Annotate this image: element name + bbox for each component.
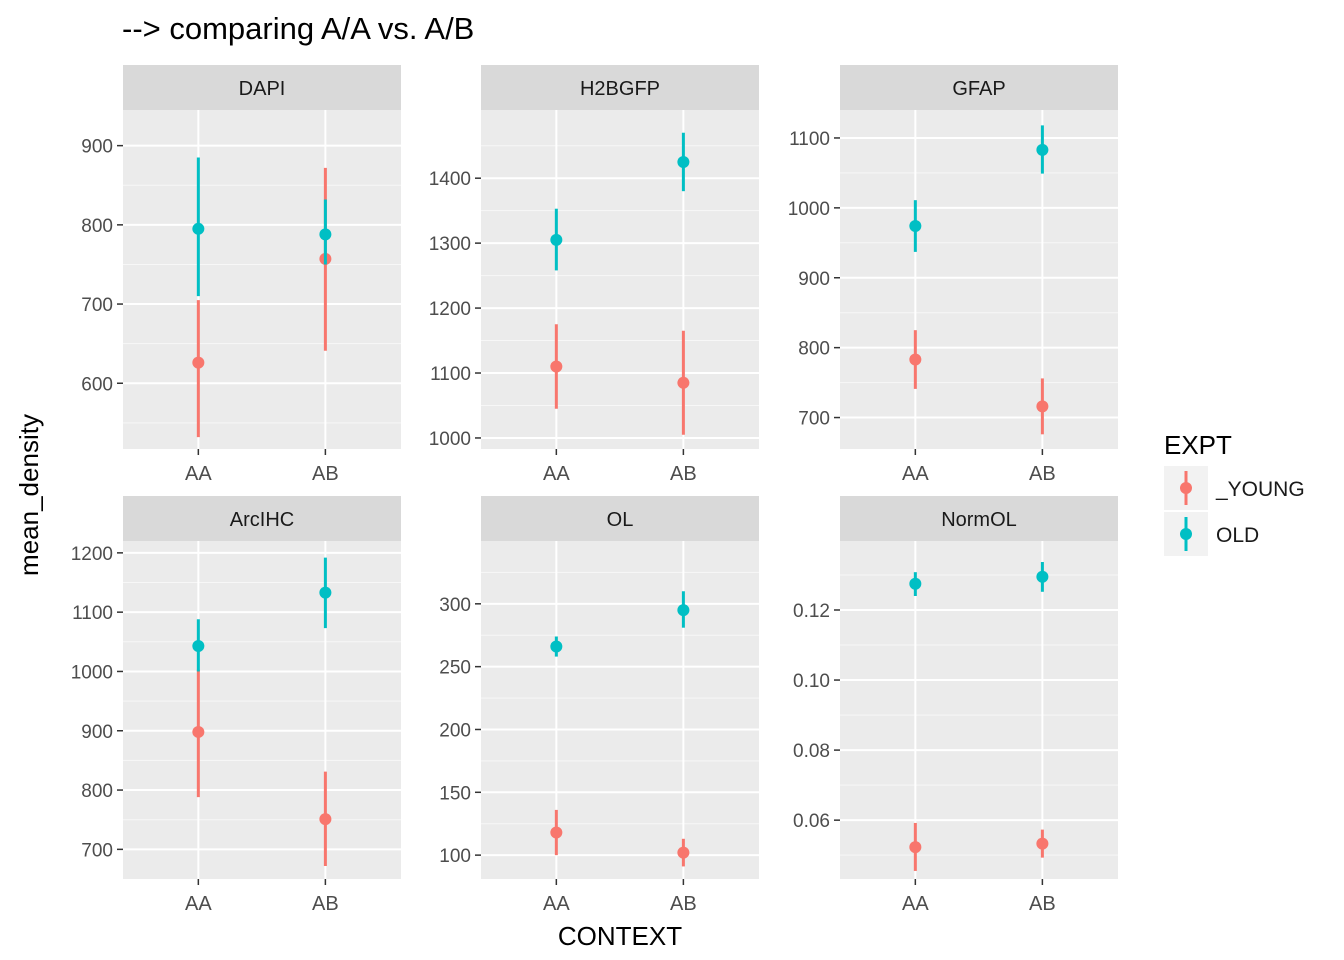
strip-label: GFAP	[952, 78, 1005, 100]
point-old	[192, 639, 205, 652]
point-young	[550, 360, 563, 373]
strip-label: OL	[607, 509, 634, 531]
point-old	[319, 228, 332, 241]
legend-label-old: OLD	[1216, 524, 1259, 547]
strip-gfap	[840, 65, 1118, 110]
x-tick-label: AA	[185, 463, 212, 485]
point-old	[909, 220, 922, 233]
x-axis-label: CONTEXT	[558, 921, 682, 951]
legend-title: EXPT	[1164, 430, 1232, 460]
x-tick-label: AA	[185, 893, 212, 915]
point-old	[1036, 570, 1049, 583]
x-tick-label: AA	[543, 893, 570, 915]
x-tick-label: AA	[902, 893, 929, 915]
point-young	[319, 813, 332, 826]
y-tick-label: 900	[81, 137, 113, 158]
chart-title: --> comparing A/A vs. A/B	[122, 11, 474, 46]
y-tick-label: 1400	[429, 169, 471, 190]
panel-h2bgfp: H2BGFP 1000 1100 1200 1300 1400 AA AB	[429, 65, 759, 485]
y-tick-label: 800	[798, 339, 830, 360]
x-tick-label: AB	[312, 893, 339, 915]
point-old	[677, 604, 690, 617]
strip-ol	[481, 496, 759, 541]
panel-background	[123, 541, 401, 879]
panel-background	[481, 541, 759, 879]
panel-background	[840, 541, 1118, 879]
y-tick-label: 250	[439, 658, 471, 679]
y-tick-label: 1100	[789, 129, 830, 150]
y-tick-label: 900	[798, 269, 830, 290]
strip-label: NormOL	[941, 509, 1017, 531]
point-old	[1036, 143, 1049, 156]
y-tick-label: 1100	[72, 603, 113, 624]
y-tick-label: 150	[439, 783, 471, 804]
y-tick-label: 100	[439, 846, 471, 867]
y-tick-label: 0.12	[793, 601, 830, 622]
point-young	[192, 725, 205, 738]
point-old	[550, 640, 563, 653]
strip-h2bgfp	[481, 65, 759, 110]
x-tick-label: AB	[1029, 463, 1056, 485]
strip-label: ArcIHC	[230, 509, 294, 531]
legend-label-young: _YOUNG	[1215, 478, 1305, 501]
y-tick-label: 1200	[71, 544, 113, 565]
point-old	[192, 222, 205, 235]
y-axis-label: mean_density	[14, 414, 44, 576]
y-tick-label: 700	[798, 409, 830, 430]
y-tick-label: 900	[81, 722, 113, 743]
y-tick-label: 700	[81, 295, 113, 316]
strip-normol	[840, 496, 1118, 541]
y-tick-label: 1000	[429, 429, 471, 450]
legend: EXPT _YOUNG OLD	[1164, 430, 1305, 556]
y-tick-label: 1000	[788, 199, 830, 220]
panel-background	[481, 110, 759, 449]
y-tick-label: 300	[439, 595, 471, 616]
strip-arcihc	[123, 496, 401, 541]
y-tick-label: 1000	[71, 662, 113, 683]
x-tick-label: AB	[670, 463, 697, 485]
x-tick-label: AA	[902, 463, 929, 485]
y-tick-label: 200	[439, 720, 471, 741]
point-young	[1036, 400, 1049, 413]
strip-label: H2BGFP	[580, 78, 660, 100]
y-tick-label: 1200	[429, 299, 471, 320]
panel-normol: NormOL 0.06 0.08 0.10 0.12 AA AB	[793, 496, 1118, 915]
x-tick-label: AA	[543, 463, 570, 485]
facet-panels: DAPI 600 700 800 900 AA AB H2BGFP 1000 1100 1200 13…	[71, 65, 1118, 915]
point-young	[192, 356, 205, 369]
legend-key-point	[1180, 482, 1192, 494]
y-tick-label: 800	[81, 781, 113, 802]
y-tick-label: 0.06	[793, 811, 830, 832]
y-tick-label: 0.10	[793, 671, 830, 692]
panel-background	[840, 110, 1118, 449]
point-young	[677, 376, 690, 389]
strip-dapi	[123, 65, 401, 110]
y-tick-label: 800	[81, 216, 113, 237]
x-tick-label: AB	[670, 893, 697, 915]
panel-arcihc: ArcIHC 700 800 900 1000 1100 1200 AA AB	[71, 496, 401, 915]
point-old	[909, 577, 922, 590]
x-tick-label: AB	[312, 463, 339, 485]
point-old	[319, 586, 332, 599]
y-tick-label: 1300	[429, 234, 471, 255]
panel-background	[123, 110, 401, 449]
point-young	[1036, 837, 1049, 850]
panel-gfap: GFAP 700 800 900 1000 1100 AA AB	[788, 65, 1118, 485]
strip-label: DAPI	[239, 78, 286, 100]
point-old	[550, 233, 563, 246]
legend-key-point	[1180, 528, 1192, 540]
point-young	[909, 353, 922, 366]
y-tick-label: 700	[81, 840, 113, 861]
point-young	[677, 846, 690, 859]
y-tick-label: 600	[81, 374, 113, 395]
panel-ol: OL 100 150 200 250 300 AA AB	[439, 496, 759, 915]
y-tick-label: 0.08	[793, 741, 830, 762]
point-young	[909, 841, 922, 854]
point-young	[550, 826, 563, 839]
y-tick-label: 1100	[430, 364, 471, 385]
point-old	[677, 155, 690, 168]
panel-dapi: DAPI 600 700 800 900 AA AB	[81, 65, 401, 485]
x-tick-label: AB	[1029, 893, 1056, 915]
